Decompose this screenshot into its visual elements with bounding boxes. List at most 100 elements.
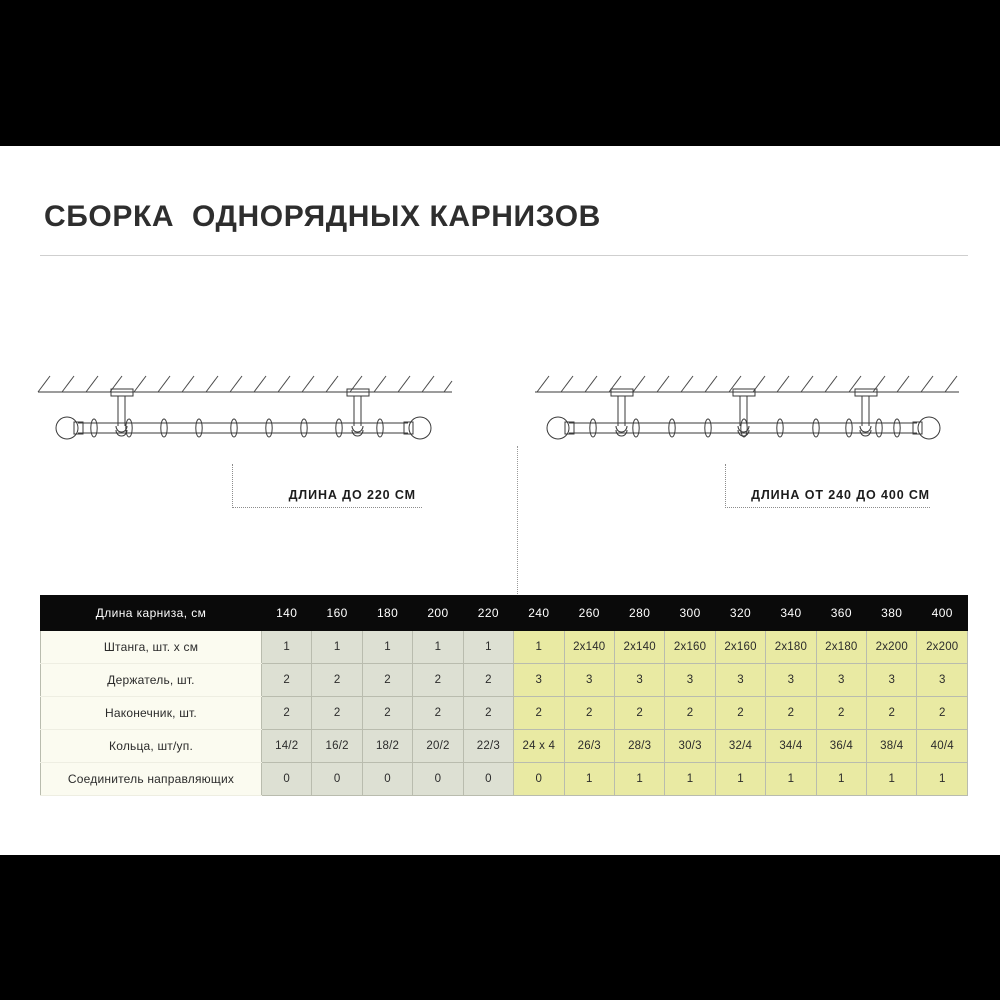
table-cell: 3 [916, 663, 968, 697]
table-cell: 2 [513, 696, 565, 730]
single-rod-drawing [37, 375, 453, 440]
callout-bracket [725, 464, 930, 508]
table-cell: 2 [260, 696, 313, 730]
header-cell-length: 160 [311, 595, 363, 631]
table-body: Штанга, шт. х см 1 1 1 1 1 1 2х140 2х140 2х160 2х1… [40, 630, 968, 796]
table-cell: 0 [260, 762, 313, 796]
table-cell: 1 [916, 762, 968, 796]
table-cell: 1 [361, 630, 414, 664]
row-label: Штанга, шт. х см [40, 630, 262, 664]
header-cell-label: Длина карниза, см [40, 595, 262, 631]
table-cell: 0 [412, 762, 464, 796]
table-cell: 2 [260, 663, 313, 697]
header-cell-length: 180 [361, 595, 414, 631]
table-cell: 0 [513, 762, 565, 796]
panel-divider [517, 446, 518, 668]
table-cell: 2 [311, 663, 363, 697]
table-cell: 2х200 [916, 630, 968, 664]
row-label: Держатель, шт. [40, 663, 262, 697]
table-row: Держатель, шт. 2 2 2 2 2 3 3 3 3 3 3 3 3 3 [40, 663, 968, 697]
table-cell: 2 [664, 696, 716, 730]
single-rod-diagram [30, 366, 460, 466]
table-cell: 2х140 [613, 630, 666, 664]
table-cell: 2 [714, 696, 767, 730]
table-cell: 1 [866, 762, 918, 796]
table-cell: 30/3 [664, 729, 716, 763]
table-cell: 20/2 [412, 729, 464, 763]
callout-single-rod: ДЛИНА ДО 220 СМ [232, 464, 422, 508]
header-cell-length: 200 [412, 595, 464, 631]
double-rod-diagram [535, 366, 965, 466]
table-cell: 3 [815, 663, 868, 697]
page-title: СБОРКА ОДНОРЯДНЫХ КАРНИЗОВ [44, 200, 601, 233]
row-label: Наконечник, шт. [40, 696, 262, 730]
table-cell: 2 [361, 696, 414, 730]
table-cell: 2 [412, 663, 464, 697]
table-cell: 2 [361, 663, 414, 697]
table-cell: 2 [765, 696, 817, 730]
table-cell: 2х180 [765, 630, 817, 664]
table-cell: 3 [866, 663, 918, 697]
content-stage: СБОРКА ОДНОРЯДНЫХ КАРНИЗОВ [0, 146, 1000, 855]
table-cell: 2х200 [866, 630, 918, 664]
letterbox-top [0, 0, 1000, 146]
table-cell: 1 [311, 630, 363, 664]
header-cell-length: 380 [866, 595, 918, 631]
header-cell-length: 260 [563, 595, 615, 631]
table-cell: 36/4 [815, 729, 868, 763]
table-cell: 1 [714, 762, 767, 796]
table-cell: 32/4 [714, 729, 767, 763]
table-cell: 1 [765, 762, 817, 796]
table-cell: 1 [815, 762, 868, 796]
table-cell: 28/3 [613, 729, 666, 763]
header-cell-length: 340 [765, 595, 817, 631]
table-cell: 22/3 [462, 729, 515, 763]
table-cell: 26/3 [563, 729, 615, 763]
table-row: Наконечник, шт. 2 2 2 2 2 2 2 2 2 2 2 2 2 2 [40, 696, 968, 730]
table-cell: 1 [664, 762, 716, 796]
header-cell-length: 360 [815, 595, 868, 631]
table-cell: 2 [412, 696, 464, 730]
table-cell: 3 [664, 663, 716, 697]
table-cell: 2 [311, 696, 363, 730]
table-cell: 3 [513, 663, 565, 697]
table-cell: 0 [311, 762, 363, 796]
table-row: Штанга, шт. х см 1 1 1 1 1 1 2х140 2х140 2х160 2х1… [40, 630, 968, 664]
table-cell: 3 [563, 663, 615, 697]
header-cell-length: 220 [462, 595, 515, 631]
table-cell: 2х140 [563, 630, 615, 664]
table-cell: 2 [563, 696, 615, 730]
table-cell: 2 [866, 696, 918, 730]
spec-table-wrapper: Длина карниза, см 140 160 180 200 220 240 260 2… [40, 595, 968, 796]
title-divider [40, 255, 968, 256]
row-label: Соединитель направляющих [40, 762, 262, 796]
table-cell: 2х180 [815, 630, 868, 664]
table-cell: 14/2 [260, 729, 313, 763]
callout-label: ДЛИНА ОТ 240 ДО 400 СМ [751, 488, 930, 502]
table-cell: 1 [412, 630, 464, 664]
table-cell: 16/2 [311, 729, 363, 763]
table-header-row: Длина карниза, см 140 160 180 200 220 240 260 2… [40, 595, 968, 631]
callout-bracket [232, 464, 422, 508]
table-cell: 38/4 [866, 729, 918, 763]
table-cell: 1 [613, 762, 666, 796]
table-cell: 2 [815, 696, 868, 730]
table-cell: 2 [613, 696, 666, 730]
table-cell: 0 [462, 762, 515, 796]
table-cell: 18/2 [361, 729, 414, 763]
header-cell-length: 320 [714, 595, 767, 631]
header-cell-length: 140 [260, 595, 313, 631]
header-cell-length: 400 [916, 595, 968, 631]
table-head: Длина карниза, см 140 160 180 200 220 240 260 2… [40, 595, 968, 631]
table-cell: 3 [765, 663, 817, 697]
table-cell: 2х160 [714, 630, 767, 664]
table-cell: 2 [916, 696, 968, 730]
curtain-rod-spec-table: Длина карниза, см 140 160 180 200 220 240 260 2… [40, 595, 968, 796]
table-cell: 2 [462, 663, 515, 697]
table-cell: 34/4 [765, 729, 817, 763]
table-cell: 40/4 [916, 729, 968, 763]
table-cell: 1 [563, 762, 615, 796]
row-label: Кольца, шт/уп. [40, 729, 262, 763]
header-cell-length: 280 [613, 595, 666, 631]
table-cell: 24 х 4 [513, 729, 565, 763]
